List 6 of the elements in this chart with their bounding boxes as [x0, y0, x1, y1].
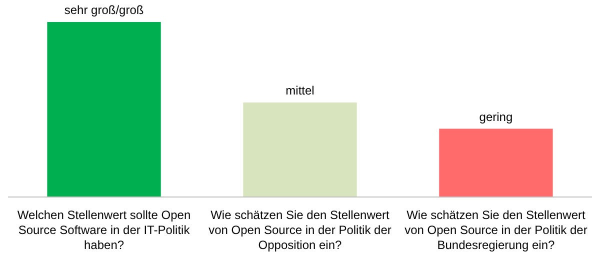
x-tick-label: Wie schätzen Sie den Stellenwert von Open Source in der Politik der Bundesregierung ein?	[404, 208, 588, 252]
annotation: gering	[479, 110, 513, 124]
annotation: sehr groß/groß	[64, 3, 144, 17]
x-tick-label: Wie schätzen Sie den Stellenwert von Open Source in der Politik der Opposition ein?	[208, 208, 392, 252]
annotation: mittel	[286, 84, 314, 98]
x-tick-label: Welchen Stellenwert sollte Open Source Software in der IT-Politik haben?	[17, 208, 191, 252]
